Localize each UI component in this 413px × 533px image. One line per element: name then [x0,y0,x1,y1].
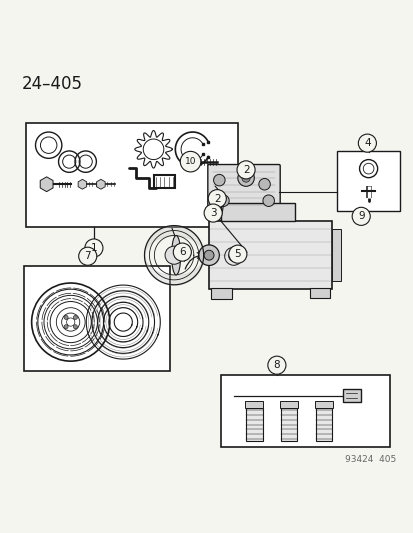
Bar [221,203,295,221]
Circle shape [213,174,225,186]
Bar [309,288,330,298]
Text: 1: 1 [90,243,97,253]
Circle shape [351,207,369,225]
Bar [314,401,332,408]
Bar [332,230,340,281]
Text: 2: 2 [242,165,249,175]
Text: 2: 2 [214,193,220,204]
Text: 3: 3 [209,208,216,218]
Bar [154,175,175,188]
Circle shape [173,243,191,261]
Circle shape [267,356,285,374]
Circle shape [73,316,77,319]
Bar [211,288,231,300]
Circle shape [198,245,219,265]
Bar [315,408,332,441]
Bar [209,221,332,289]
Bar [244,401,263,408]
Circle shape [237,161,254,179]
Text: 93424  405: 93424 405 [344,455,395,464]
Circle shape [85,239,103,257]
Circle shape [165,246,183,264]
Circle shape [241,174,249,182]
Circle shape [78,247,97,265]
Bar [280,401,298,408]
Bar [342,389,361,402]
Bar [221,375,389,447]
Ellipse shape [171,236,180,275]
Bar [280,408,297,441]
Circle shape [180,151,200,172]
Circle shape [208,190,226,208]
Polygon shape [183,156,197,167]
Text: 9: 9 [357,211,363,221]
Bar [26,123,237,228]
Circle shape [228,245,246,263]
Circle shape [217,195,229,206]
Text: 5: 5 [234,249,240,259]
Polygon shape [96,179,105,189]
Circle shape [64,325,68,329]
FancyBboxPatch shape [207,165,280,212]
Circle shape [262,195,274,206]
Text: 4: 4 [363,138,370,148]
Circle shape [358,134,375,152]
Circle shape [237,170,254,187]
Polygon shape [40,177,53,192]
Circle shape [64,316,68,319]
Circle shape [242,168,253,180]
Circle shape [204,204,222,222]
Text: 8: 8 [273,360,280,370]
Text: 7: 7 [84,251,91,261]
Text: 6: 6 [178,247,185,257]
Circle shape [258,179,270,190]
Bar [245,408,262,441]
Circle shape [204,251,214,260]
Bar [24,266,170,372]
Bar [336,151,399,211]
Text: 10: 10 [184,157,196,166]
Text: 24–405: 24–405 [22,75,83,93]
Circle shape [73,325,77,329]
Polygon shape [78,179,86,189]
